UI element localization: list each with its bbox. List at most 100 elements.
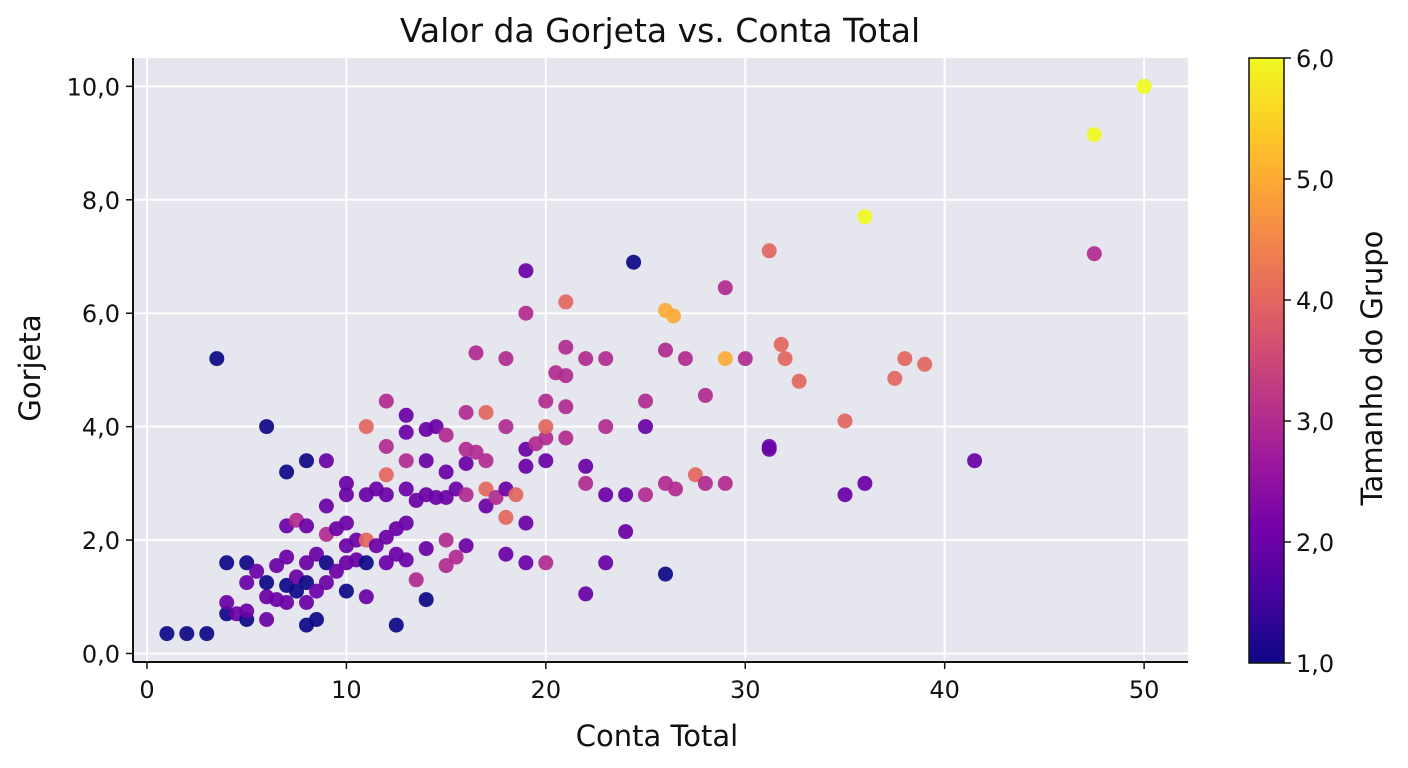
data-point (837, 487, 853, 503)
data-point (478, 498, 494, 514)
data-point (478, 481, 494, 497)
x-axis-title: Conta Total (576, 719, 738, 753)
data-point (488, 490, 504, 505)
data-point (538, 430, 554, 446)
data-point (638, 393, 653, 409)
data-point (418, 541, 434, 557)
data-point (558, 339, 574, 355)
data-point (458, 538, 474, 554)
data-point (398, 424, 414, 440)
data-point (328, 563, 344, 579)
data-point (318, 453, 334, 469)
data-point (737, 351, 753, 367)
data-point (259, 575, 275, 591)
tick-labels: 0 10 20 30 40 50 0,0 2,0 4,0 6,0 8,0 10,0 (67, 73, 1160, 704)
data-point (378, 467, 394, 483)
x-tick-label: 30 (730, 676, 761, 704)
data-point (418, 453, 434, 469)
data-point (967, 453, 983, 469)
data-point (638, 419, 653, 435)
data-point (338, 475, 354, 491)
data-point (269, 558, 285, 574)
data-point (239, 603, 255, 619)
x-tick-label: 50 (1129, 676, 1160, 704)
colorbar-title: Tamanho do Grupo (1355, 231, 1389, 507)
data-point (279, 549, 295, 565)
data-point (857, 475, 873, 491)
data-point (498, 546, 514, 562)
x-tick-label: 20 (531, 676, 562, 704)
data-point (438, 532, 454, 548)
data-point (578, 586, 594, 602)
data-point (458, 487, 474, 503)
data-point (578, 475, 594, 491)
data-point (773, 336, 789, 352)
axes (132, 58, 1188, 663)
data-point (279, 464, 295, 480)
data-point (498, 419, 514, 435)
data-point (518, 555, 534, 571)
colorbar-tick-label: 6,0 (1296, 45, 1334, 73)
data-point (598, 555, 614, 571)
data-point (538, 393, 554, 409)
data-point (418, 592, 434, 608)
data-point (717, 280, 733, 296)
data-point (498, 351, 514, 367)
data-point (438, 558, 454, 574)
data-point (338, 487, 354, 503)
data-point (259, 612, 275, 627)
data-point (677, 351, 693, 367)
data-point (209, 351, 225, 367)
data-point (358, 589, 374, 605)
data-point (777, 351, 793, 367)
data-point (249, 563, 265, 579)
colorbar-gradient (1248, 57, 1285, 664)
data-point (299, 453, 314, 469)
data-point (857, 209, 873, 225)
data-point (458, 456, 474, 471)
data-point (458, 405, 474, 420)
data-point (668, 481, 683, 497)
data-point (887, 370, 903, 386)
data-point (1086, 127, 1102, 143)
data-point (338, 515, 354, 531)
data-point (299, 555, 314, 571)
y-tick-label: 4,0 (82, 414, 120, 442)
colorbar-tick-label: 3,0 (1296, 408, 1334, 436)
data-point (697, 475, 713, 491)
x-tick-label: 0 (139, 676, 154, 704)
data-point (309, 546, 324, 562)
data-point (309, 583, 324, 599)
colorbar-tick-label: 1,0 (1296, 650, 1334, 678)
data-point (518, 263, 534, 279)
data-point (289, 583, 304, 599)
data-point (309, 612, 324, 627)
data-point (259, 419, 275, 435)
data-point (438, 464, 454, 480)
data-point (378, 487, 394, 503)
data-points (159, 78, 1152, 642)
data-point (159, 626, 175, 642)
data-point (478, 405, 494, 420)
data-point (508, 487, 524, 503)
data-point (318, 498, 334, 514)
data-point (468, 345, 484, 361)
data-point (219, 595, 235, 610)
data-point (318, 575, 334, 591)
data-point (239, 555, 255, 571)
data-point (239, 575, 255, 591)
data-point (398, 515, 414, 531)
data-point (408, 572, 424, 588)
y-tick-label: 2,0 (82, 527, 120, 555)
x-tick-label: 40 (929, 676, 960, 704)
data-point (538, 453, 554, 469)
data-point (917, 356, 933, 372)
chart-title: Valor da Gorjeta vs. Conta Total (400, 11, 920, 50)
data-point (598, 487, 614, 503)
data-point (1136, 78, 1152, 94)
data-point (518, 458, 534, 474)
data-point (179, 626, 195, 642)
colorbar-tick-label: 4,0 (1296, 287, 1334, 315)
data-point (219, 555, 235, 571)
